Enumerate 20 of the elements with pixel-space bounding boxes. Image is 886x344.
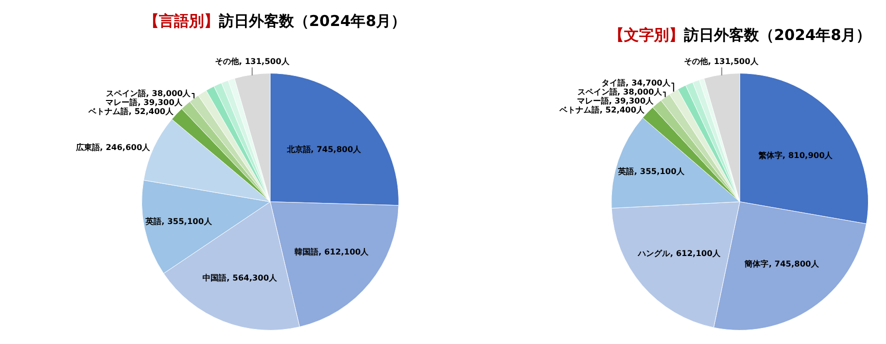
slice-label: その他, 131,500人 xyxy=(215,57,290,66)
slice-label: 韓国語, 612,100人 xyxy=(294,248,370,257)
slice-label: 北京語, 745,800人 xyxy=(286,145,362,154)
slice-label: 繁体字, 810,900人 xyxy=(757,150,834,160)
slice-label: 簡体字, 745,800人 xyxy=(744,258,820,269)
slice-label: ベトナム語, 52,400人 xyxy=(88,107,174,116)
slice-label: ベトナム語, 52,400人 xyxy=(558,106,646,115)
slice-label: スペイン語, 38,000人 xyxy=(577,88,663,97)
slice-label: 英語, 355,100人 xyxy=(144,216,213,226)
chart-title: 【言語別】訪日外客数（2024年8月） xyxy=(144,12,406,30)
slice-label: 中国語, 564,300人 xyxy=(202,274,278,283)
slice-label: その他, 131,500人 xyxy=(684,57,760,66)
chart-title: 【文字別】訪日外客数（2024年8月） xyxy=(609,26,872,44)
slice-label: スペイン語, 38,000人 xyxy=(106,89,192,98)
slice-label: 広東語, 246,600人 xyxy=(74,142,152,152)
slice-label: タイ語, 34,700人 xyxy=(602,78,672,88)
slice-label: マレー語, 39,300人 xyxy=(106,98,184,108)
slice-label: マレー語, 39,300人 xyxy=(576,96,655,106)
slice-label: ハングル, 612,100人 xyxy=(637,249,722,258)
slice-label: 英語, 355,100人 xyxy=(617,166,686,176)
